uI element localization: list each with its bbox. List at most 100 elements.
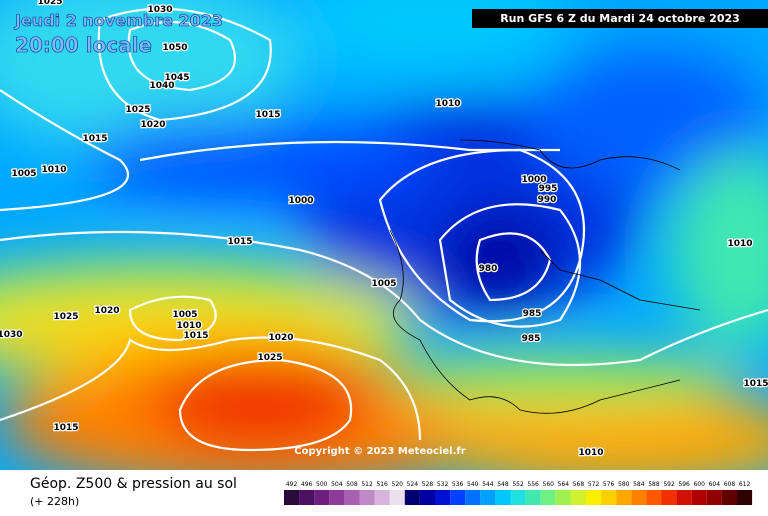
scale-label: 592 <box>663 481 675 488</box>
footer-title: Géop. Z500 & pression au sol <box>30 476 237 492</box>
isobar-label: 985 <box>522 334 541 344</box>
scale-label: 516 <box>376 481 388 488</box>
isobar-label: 1005 <box>172 310 197 320</box>
isobar-label: 1030 <box>147 5 172 15</box>
scale-swatch <box>616 490 632 505</box>
color-scale: 492 496 500 504 508 512 516 520 524 528 532 536 540 5… <box>284 481 753 505</box>
run-label: Run GFS 6 Z du Mardi 24 octobre 2023 <box>500 12 740 25</box>
scale-swatch <box>721 490 737 505</box>
isobar-label: 1015 <box>53 423 78 433</box>
isobar-label: 1015 <box>227 237 252 247</box>
isobar-label: 1025 <box>125 105 150 115</box>
isobar-label: 980 <box>479 264 498 274</box>
scale-label: 572 <box>588 481 600 488</box>
isobar-label: 1005 <box>11 169 36 179</box>
scale-label: 576 <box>603 481 615 488</box>
scale-swatch <box>706 490 722 505</box>
scale-label: 604 <box>709 481 721 488</box>
scale-label: 568 <box>573 481 585 488</box>
scale-swatch <box>284 490 300 505</box>
isobar-label: 1020 <box>268 333 293 343</box>
isobar-label: 1020 <box>94 306 119 316</box>
copyright: Copyright © 2023 Meteociel.fr <box>294 446 465 457</box>
scale-swatch <box>691 490 707 505</box>
isobar-label: 1025 <box>37 0 62 7</box>
scale-swatch <box>525 490 541 505</box>
height-field <box>0 0 768 470</box>
scale-label: 492 <box>286 481 298 488</box>
scale-label: 536 <box>452 481 464 488</box>
scale-swatch <box>555 490 571 505</box>
scale-swatch <box>737 490 753 505</box>
scale-label: 580 <box>618 481 630 488</box>
isobar-label: 1050 <box>162 43 187 53</box>
scale-label: 584 <box>633 481 645 488</box>
scale-swatch <box>661 490 677 505</box>
isobar-label: 1025 <box>257 353 282 363</box>
isobar-label: 1000 <box>521 175 546 185</box>
isobar-label: 1030 <box>0 330 23 340</box>
isobar-label: 1045 <box>164 73 189 83</box>
scale-label: 520 <box>392 481 404 488</box>
scale-swatch <box>510 490 526 505</box>
scale-swatch <box>404 490 420 505</box>
isobar-label: 1015 <box>255 110 280 120</box>
isobar-label: 995 <box>539 184 558 194</box>
scale-label: 560 <box>543 481 555 488</box>
scale-swatch <box>450 490 466 505</box>
isobar-label: 1040 <box>149 81 174 91</box>
scale-swatch <box>314 490 330 505</box>
scale-label: 504 <box>331 481 343 488</box>
isobar-label: 1010 <box>41 165 66 175</box>
isobar-label: 1010 <box>727 239 752 249</box>
scale-swatch <box>419 490 435 505</box>
scale-label: 528 <box>422 481 434 488</box>
scale-label: 544 <box>482 481 494 488</box>
scale-swatch <box>646 490 662 505</box>
forecast-time: 20:00 locale <box>15 33 152 57</box>
scale-swatch <box>465 490 481 505</box>
isobar-label: 1005 <box>371 279 396 289</box>
scale-label: 524 <box>407 481 419 488</box>
scale-swatch <box>495 490 511 505</box>
isobar-label: 1025 <box>53 312 78 322</box>
isobar-label: 1015 <box>82 134 107 144</box>
scale-swatch <box>374 490 390 505</box>
isobar-label: 1015 <box>743 379 768 389</box>
scale-swatch <box>586 490 602 505</box>
scale-label: 496 <box>301 481 313 488</box>
scale-label: 552 <box>512 481 524 488</box>
scale-swatch <box>299 490 315 505</box>
scale-label: 556 <box>527 481 539 488</box>
scale-swatch <box>601 490 617 505</box>
scale-label: 540 <box>467 481 479 488</box>
scale-swatch <box>435 490 451 505</box>
isobar-label: 1010 <box>578 448 603 458</box>
scale-label: 596 <box>678 481 690 488</box>
scale-label: 508 <box>346 481 358 488</box>
isobar-label: 1010 <box>435 99 460 109</box>
scale-label: 612 <box>739 481 751 488</box>
scale-label: 500 <box>316 481 328 488</box>
scale-label: 564 <box>558 481 570 488</box>
isobar-label: 1020 <box>140 120 165 130</box>
scale-swatch <box>540 490 556 505</box>
isobar-label: 1000 <box>288 196 313 206</box>
scale-swatch <box>329 490 345 505</box>
scale-swatch <box>676 490 692 505</box>
scale-swatch <box>480 490 496 505</box>
scale-swatch <box>344 490 360 505</box>
scale-label: 608 <box>724 481 736 488</box>
scale-swatch <box>359 490 375 505</box>
isobar-label: 985 <box>523 309 542 319</box>
scale-label: 512 <box>361 481 373 488</box>
scale-label: 532 <box>437 481 449 488</box>
isobar-label: 990 <box>538 195 557 205</box>
scale-label: 600 <box>694 481 706 488</box>
scale-label: 548 <box>497 481 509 488</box>
scale-swatch <box>631 490 647 505</box>
scale-swatch <box>570 490 586 505</box>
footer-lead: (+ 228h) <box>30 495 79 508</box>
